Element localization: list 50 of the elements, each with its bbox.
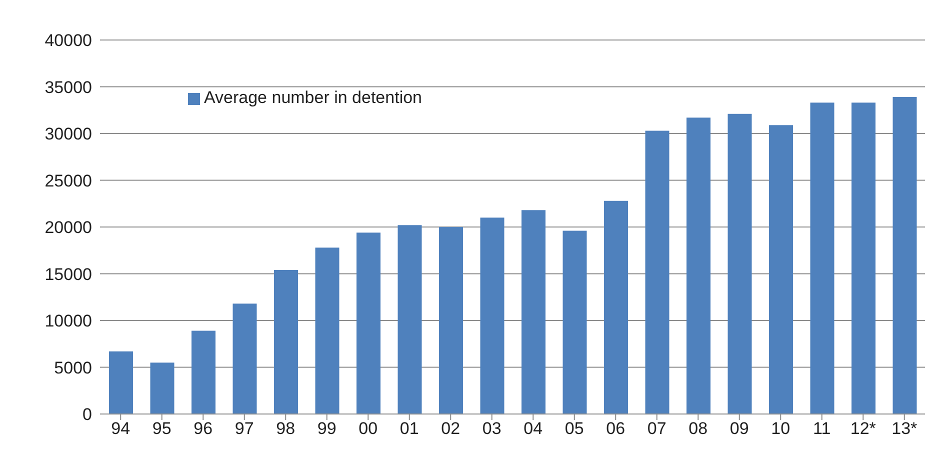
bar — [522, 210, 546, 414]
x-tick-label: 13* — [892, 419, 918, 438]
bar — [274, 270, 298, 414]
bar — [852, 102, 876, 414]
bar — [192, 330, 216, 414]
bar — [645, 130, 670, 414]
bar — [728, 114, 752, 414]
x-tick-label: 00 — [358, 419, 378, 438]
bar — [686, 118, 710, 414]
bar — [480, 218, 504, 414]
y-tick-label: 30000 — [44, 124, 92, 144]
x-tick-label: 98 — [276, 419, 296, 438]
x-tick-label: 96 — [194, 419, 213, 438]
bar — [232, 304, 257, 414]
x-tick-label: 03 — [482, 419, 502, 438]
bar — [562, 230, 587, 414]
legend-label: Average number in detention — [204, 88, 422, 107]
x-tick-label: 07 — [647, 419, 666, 438]
y-tick-label: 10000 — [44, 312, 92, 331]
bar — [109, 351, 133, 414]
bar — [398, 225, 422, 414]
bar — [892, 97, 917, 414]
x-tick-label: 01 — [400, 419, 419, 438]
x-tick-label: 09 — [730, 419, 749, 438]
y-tick-label: 20000 — [44, 218, 92, 238]
x-tick-label: 10 — [771, 419, 790, 438]
x-tick-label: 95 — [152, 419, 172, 438]
bar — [769, 125, 793, 414]
y-tick-label: 35000 — [44, 78, 92, 97]
y-tick-label: 5000 — [54, 358, 92, 378]
x-tick-label: 12* — [850, 419, 876, 438]
x-tick-label: 94 — [111, 419, 130, 438]
y-tick-label: 25000 — [44, 171, 92, 190]
x-tick-label: 08 — [688, 419, 708, 438]
x-tick-label: 04 — [524, 419, 543, 438]
x-tick-label: 06 — [606, 419, 626, 438]
x-tick-label: 05 — [564, 419, 584, 438]
y-tick-label: 40000 — [44, 31, 92, 50]
bar — [810, 102, 834, 414]
bar — [604, 200, 628, 414]
x-tick-label: 99 — [317, 419, 336, 438]
x-tick-label: 02 — [441, 419, 460, 438]
bar — [356, 232, 380, 414]
bar — [315, 248, 340, 414]
bar — [439, 227, 463, 414]
x-tick-label: 11 — [813, 419, 831, 438]
bar — [150, 362, 174, 414]
x-tick-label: 97 — [234, 419, 254, 438]
y-tick-label: 15000 — [44, 264, 92, 284]
y-tick-label: 0 — [82, 405, 92, 424]
